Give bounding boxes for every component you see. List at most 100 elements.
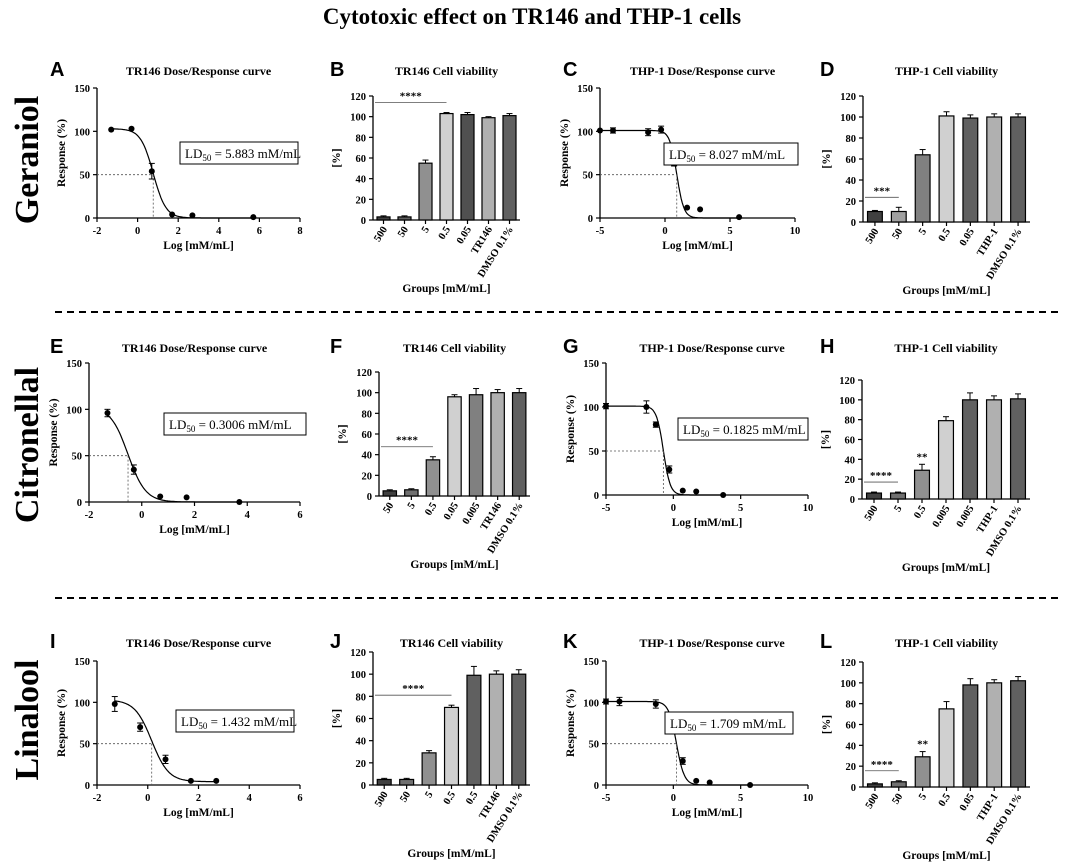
y-tick-label-c: 0: [588, 214, 593, 225]
x-axis-label-b: Groups [mM/mL]: [402, 283, 490, 295]
bar-l: [914, 756, 931, 788]
y-axis-label-i: Response (%): [56, 689, 68, 757]
x-tick-label-l: 5: [917, 792, 929, 802]
y-tick-label-g: 100: [583, 403, 599, 414]
bar-b: [397, 216, 412, 221]
panel-letter-i: I: [50, 631, 56, 653]
x-tick-label-c: 5: [727, 226, 732, 237]
y-tick-label-h: 20: [845, 475, 856, 486]
fit-curve-k: [606, 700, 751, 786]
x-axis-label-e: Log [mM/mL]: [159, 524, 230, 536]
x-axis-label-i: Log [mM/mL]: [163, 807, 234, 819]
data-point-a: [148, 168, 155, 175]
chart-title-i: TR146 Dose/Response curve: [126, 636, 272, 650]
significance-label-l: ****: [871, 759, 894, 771]
x-tick-label-b: 500: [372, 225, 390, 244]
y-tick-label-d: 40: [846, 176, 857, 187]
data-point-k: [747, 782, 754, 788]
y-tick-label-a: 0: [85, 214, 90, 225]
chart-title-g: THP-1 Dose/Response curve: [639, 341, 785, 355]
ld50-box-g: [677, 417, 809, 441]
data-point-k: [652, 700, 659, 707]
data-point-a: [189, 212, 196, 219]
x-tick-label-h: 0.005: [955, 504, 977, 530]
x-tick-label-g: 5: [738, 503, 743, 514]
bar-j: [376, 778, 392, 786]
x-axis-label-d: Groups [mM/mL]: [902, 285, 990, 297]
bar-f: [447, 396, 462, 497]
data-point-c: [736, 214, 743, 221]
chart-title-d: THP-1 Cell viability: [895, 64, 998, 78]
x-tick-label-d: 0.05: [958, 227, 977, 248]
x-tick-label-a: -2: [93, 226, 102, 237]
bar-b: [418, 162, 433, 221]
x-tick-label-d: 0.5: [937, 227, 953, 244]
data-point-i: [187, 777, 194, 784]
bar-f: [511, 392, 527, 497]
bar-b: [481, 117, 496, 221]
y-tick-label-f: 0: [367, 492, 372, 503]
y-tick-label-j: 60: [356, 715, 367, 726]
y-tick-label-g: 50: [589, 447, 600, 458]
chart-title-e: TR146 Dose/Response curve: [122, 341, 268, 355]
x-tick-label-a: 6: [257, 226, 262, 237]
significance-label-j: ****: [402, 683, 425, 695]
y-tick-label-l: 0: [851, 783, 856, 794]
x-tick-label-f: 0.005: [461, 501, 483, 527]
y-tick-label-j: 100: [350, 670, 366, 681]
y-axis-label-j: [%]: [331, 709, 343, 728]
bar-d: [914, 154, 931, 223]
data-point-i: [162, 756, 169, 763]
y-tick-label-j: 0: [361, 781, 366, 792]
x-tick-label-l: THP-1: [975, 792, 1000, 824]
y-tick-label-h: 40: [845, 455, 856, 466]
ld50-box-k: [664, 711, 794, 735]
row-label-citronellal: Citronellal: [9, 367, 46, 523]
bar-j: [443, 706, 460, 786]
y-axis-label-d: [%]: [821, 149, 833, 168]
chart-title-j: TR146 Cell viability: [400, 636, 503, 650]
x-tick-label-k: 10: [803, 793, 814, 804]
data-point-c: [684, 204, 691, 211]
bar-f: [425, 459, 441, 497]
y-tick-label-k: 0: [594, 781, 599, 792]
data-point-i: [137, 724, 144, 731]
y-tick-label-b: 120: [350, 92, 366, 103]
data-point-c: [645, 129, 652, 136]
row-label-linalool: Linalool: [9, 660, 46, 781]
bar-d: [890, 210, 907, 223]
x-tick-label-d: 50: [890, 227, 905, 242]
y-tick-label-l: 100: [840, 679, 856, 690]
ld50-label-g: LD50 = 0.1825 mM/mL: [683, 422, 806, 439]
data-point-g: [679, 487, 686, 494]
y-tick-label-h: 80: [845, 416, 856, 427]
x-tick-label-a: 4: [216, 226, 222, 237]
data-point-g: [652, 421, 659, 428]
chart-title-f: TR146 Cell viability: [403, 341, 506, 355]
panel-letter-h: H: [820, 336, 834, 358]
x-tick-label-b: 50: [396, 225, 411, 240]
ld50-label-i: LD50 = 1.432 mM/mL: [181, 714, 297, 731]
data-point-k: [706, 779, 713, 786]
data-point-i: [111, 700, 118, 707]
panel-letter-e: E: [50, 336, 63, 358]
fit-curve-e: [107, 414, 240, 503]
y-tick-label-k: 100: [583, 698, 599, 709]
bar-j: [466, 674, 482, 786]
chart-title-k: THP-1 Dose/Response curve: [639, 636, 785, 650]
y-tick-label-i: 50: [80, 740, 91, 751]
y-tick-label-i: 100: [74, 698, 90, 709]
x-axis-label-g: Log [mM/mL]: [672, 517, 743, 529]
y-tick-label-c: 150: [577, 84, 593, 95]
bar-h: [889, 492, 907, 500]
data-point-k: [679, 758, 686, 765]
bar-f: [382, 490, 398, 497]
y-tick-label-g: 150: [583, 359, 599, 370]
y-tick-label-k: 50: [589, 740, 600, 751]
x-tick-label-i: 6: [297, 793, 302, 804]
y-tick-label-a: 150: [74, 84, 90, 95]
panel-letter-c: C: [563, 59, 577, 81]
row-label-geraniol: Geraniol: [9, 96, 46, 224]
x-tick-label-g: 0: [671, 503, 676, 514]
y-tick-label-b: 40: [356, 175, 367, 186]
